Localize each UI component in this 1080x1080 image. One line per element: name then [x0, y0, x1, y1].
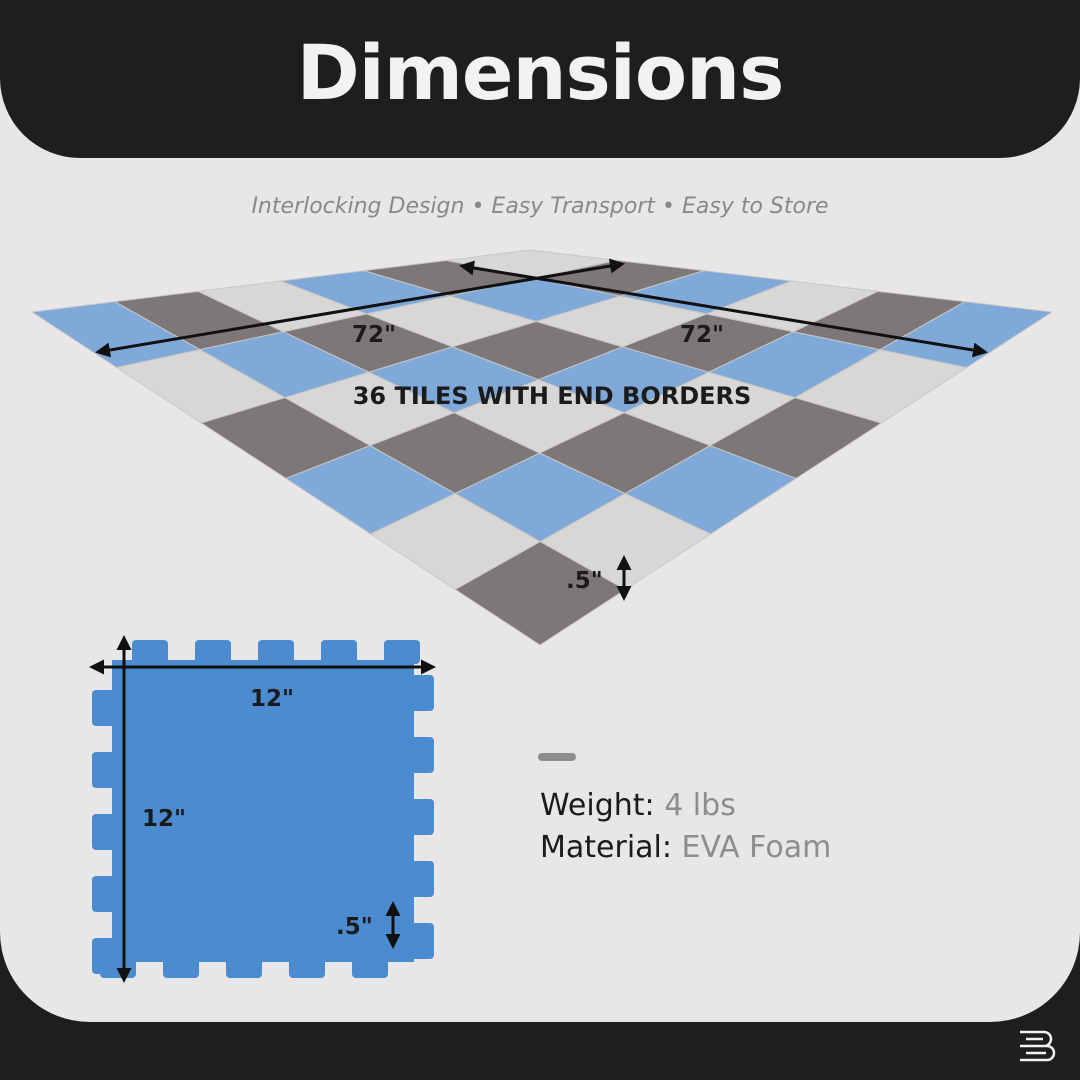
tile-height-label: 12" [142, 806, 186, 832]
brand-logo-icon [1020, 1030, 1056, 1062]
subtitle: Interlocking Design • Easy Transport • E… [251, 194, 829, 219]
tile-shape [410, 799, 434, 835]
tile-shape [92, 690, 116, 726]
tile-shape [410, 861, 434, 897]
spec-material: Material: EVA Foam [540, 830, 832, 865]
floor-length-arrow [459, 260, 988, 358]
tile-shape [92, 752, 116, 788]
tile-shape [410, 737, 434, 773]
tile-shape [410, 675, 434, 711]
divider-dash [538, 753, 576, 761]
floor-width-label: 72" [352, 322, 396, 348]
tile-shape [112, 660, 414, 962]
tile-shape [92, 938, 116, 974]
spec-weight: Weight: 4 lbs [540, 788, 736, 823]
tile-shape [289, 958, 325, 978]
specs-list: Weight: 4 lbs Material: EVA Foam [540, 785, 831, 869]
tile-shape [321, 640, 357, 664]
tile-shape [352, 958, 388, 978]
tile-shape [226, 958, 262, 978]
tile-shape [195, 640, 231, 664]
tile-shape [410, 923, 434, 959]
tile-shape [92, 876, 116, 912]
tile-width-label: 12" [250, 686, 294, 712]
tile-thickness-label: .5" [336, 914, 373, 940]
floor-caption: 36 TILES WITH END BORDERS [352, 382, 752, 410]
page-title: Dimensions [296, 28, 785, 117]
tile-shape [132, 640, 168, 664]
tile-shape [258, 640, 294, 664]
floor-length-label: 72" [680, 322, 724, 348]
header-bar: Dimensions [0, 0, 1080, 158]
floor-thickness-label: .5" [566, 568, 603, 594]
tile-shape [384, 640, 420, 664]
tile-shape [163, 958, 199, 978]
tile-shape [92, 814, 116, 850]
